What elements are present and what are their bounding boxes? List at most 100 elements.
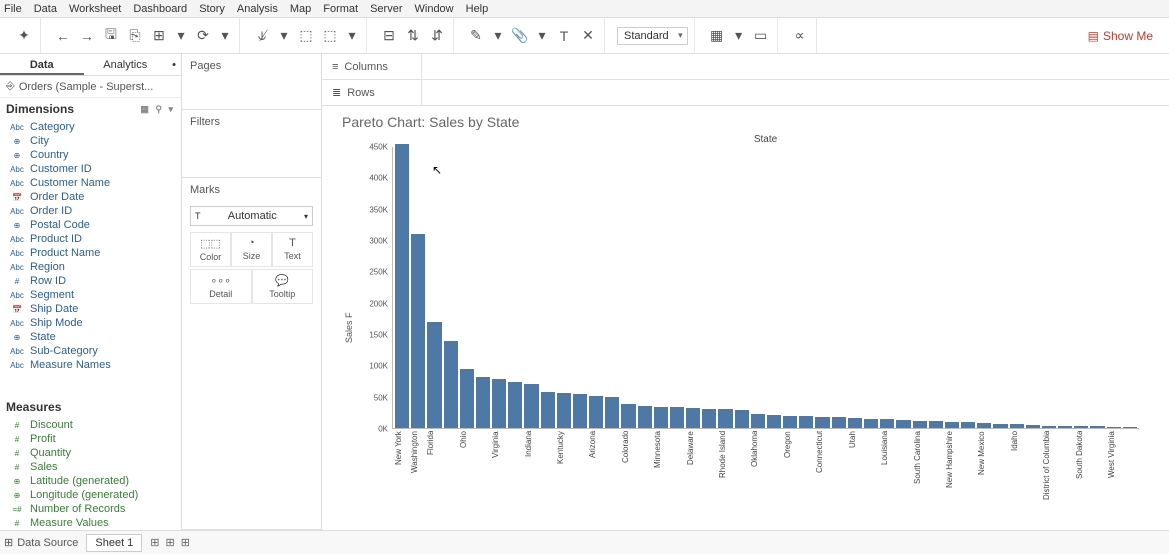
- sort-icon[interactable]: ⇅: [403, 26, 423, 46]
- menu-data[interactable]: Data: [34, 3, 57, 15]
- marks-size-button[interactable]: ◔Size: [231, 232, 272, 267]
- dropdown-icon[interactable]: ▾: [490, 26, 506, 46]
- field-profit[interactable]: #Profit: [0, 432, 181, 446]
- bar[interactable]: [605, 397, 619, 428]
- field-product-name[interactable]: AbcProduct Name: [0, 246, 181, 260]
- bar[interactable]: [880, 419, 894, 428]
- bar[interactable]: [1090, 426, 1104, 428]
- pin-icon[interactable]: 📎: [510, 26, 530, 46]
- bar[interactable]: [913, 421, 927, 428]
- bar[interactable]: [395, 144, 409, 428]
- field-customer-name[interactable]: AbcCustomer Name: [0, 176, 181, 190]
- bar[interactable]: [896, 420, 910, 428]
- bar[interactable]: [1042, 426, 1056, 428]
- field-latitude-generated-[interactable]: ⊕Latitude (generated): [0, 474, 181, 488]
- marks-text-button[interactable]: TText: [272, 232, 313, 267]
- bar[interactable]: [864, 419, 878, 428]
- filters-shelf[interactable]: [182, 134, 321, 154]
- tab-analytics[interactable]: Analytics: [84, 54, 168, 75]
- bar[interactable]: [444, 341, 458, 428]
- marks-color-button[interactable]: ⬚⬚Color: [190, 232, 231, 267]
- marks-detail-button[interactable]: ∘∘∘Detail: [190, 269, 252, 304]
- highlight-icon[interactable]: ✎: [466, 26, 486, 46]
- field-quantity[interactable]: #Quantity: [0, 446, 181, 460]
- field-segment[interactable]: AbcSegment: [0, 288, 181, 302]
- menu-window[interactable]: Window: [415, 3, 454, 15]
- show-cards-icon[interactable]: ▦: [707, 26, 727, 46]
- dropdown-icon[interactable]: ▾: [534, 26, 550, 46]
- bar[interactable]: [1026, 425, 1040, 428]
- menu-format[interactable]: Format: [323, 3, 358, 15]
- chart-area[interactable]: 450K400K350K300K250K200K150K100K50K0K Ne…: [356, 147, 1149, 509]
- bar[interactable]: [929, 421, 943, 428]
- field-measure-values[interactable]: #Measure Values: [0, 516, 181, 530]
- field-postal-code[interactable]: ⊕Postal Code: [0, 218, 181, 232]
- sort-asc-icon[interactable]: ⬚: [296, 26, 316, 46]
- menu-map[interactable]: Map: [290, 3, 311, 15]
- bar[interactable]: [1074, 426, 1088, 428]
- bar[interactable]: [621, 404, 635, 428]
- bar[interactable]: [427, 322, 441, 428]
- bar[interactable]: [815, 417, 829, 428]
- bar[interactable]: [783, 416, 797, 428]
- bar[interactable]: [993, 424, 1007, 428]
- text-icon[interactable]: T: [554, 26, 574, 46]
- field-sub-category[interactable]: AbcSub-Category: [0, 344, 181, 358]
- chart-title[interactable]: Pareto Chart: Sales by State: [342, 114, 1149, 130]
- bar[interactable]: [945, 422, 959, 428]
- sort-desc-icon[interactable]: ⬚: [320, 26, 340, 46]
- field-customer-id[interactable]: AbcCustomer ID: [0, 162, 181, 176]
- rows-shelf[interactable]: ≣Rows: [322, 80, 1169, 106]
- tab-menu-icon[interactable]: •: [167, 54, 181, 75]
- data-source-item[interactable]: ⎆ Orders (Sample - Superst...: [0, 76, 181, 98]
- bar[interactable]: [832, 417, 846, 428]
- field-state[interactable]: ⊕State: [0, 330, 181, 344]
- bar[interactable]: [460, 369, 474, 428]
- group-icon[interactable]: ⊟: [379, 26, 399, 46]
- bar[interactable]: [573, 394, 587, 428]
- bar[interactable]: [1123, 427, 1137, 428]
- bar[interactable]: [977, 423, 991, 428]
- bar[interactable]: [799, 416, 813, 428]
- field-ship-mode[interactable]: AbcShip Mode: [0, 316, 181, 330]
- bar[interactable]: [686, 408, 700, 428]
- bar[interactable]: [557, 393, 571, 428]
- share-icon[interactable]: ∝: [790, 26, 810, 46]
- bar[interactable]: [1010, 424, 1024, 428]
- field-row-id[interactable]: #Row ID: [0, 274, 181, 288]
- tab-data[interactable]: Data: [0, 54, 84, 75]
- bar[interactable]: [670, 407, 684, 428]
- bar[interactable]: [476, 377, 490, 428]
- bar[interactable]: [524, 384, 538, 428]
- field-discount[interactable]: #Discount: [0, 418, 181, 432]
- new-sheet-icon[interactable]: ⊞: [149, 26, 169, 46]
- refresh-icon[interactable]: ⟳: [193, 26, 213, 46]
- new-dashboard-icon[interactable]: ⊞: [166, 536, 175, 549]
- menu-story[interactable]: Story: [199, 3, 225, 15]
- bar[interactable]: [654, 407, 668, 428]
- back-icon[interactable]: ←: [53, 26, 73, 46]
- field-city[interactable]: ⊕City: [0, 134, 181, 148]
- dropdown-icon[interactable]: ▾: [217, 26, 233, 46]
- bar[interactable]: [767, 415, 781, 428]
- fit-select[interactable]: Standard: [617, 27, 688, 45]
- new-story-icon[interactable]: ⊞: [181, 536, 190, 549]
- mark-type-select[interactable]: T Automatic ▾: [190, 206, 313, 226]
- marks-tooltip-button[interactable]: 💬Tooltip: [252, 269, 314, 304]
- sheet-tab[interactable]: Sheet 1: [86, 534, 142, 552]
- menu-file[interactable]: File: [4, 3, 22, 15]
- forward-icon[interactable]: →: [77, 26, 97, 46]
- dropdown-icon[interactable]: ▾: [173, 26, 189, 46]
- show-me-button[interactable]: ▤ Show Me: [1088, 29, 1161, 43]
- bar[interactable]: [848, 418, 862, 428]
- field-measure-names[interactable]: AbcMeasure Names: [0, 358, 181, 372]
- bar[interactable]: [735, 410, 749, 428]
- field-order-date[interactable]: 📅Order Date: [0, 190, 181, 204]
- menu-analysis[interactable]: Analysis: [237, 3, 278, 15]
- menu-server[interactable]: Server: [370, 3, 402, 15]
- bar[interactable]: [751, 414, 765, 428]
- presentation-icon[interactable]: ▭: [751, 26, 771, 46]
- save-icon[interactable]: 🖫: [101, 26, 121, 46]
- field-country[interactable]: ⊕Country: [0, 148, 181, 162]
- menu-dashboard[interactable]: Dashboard: [133, 3, 187, 15]
